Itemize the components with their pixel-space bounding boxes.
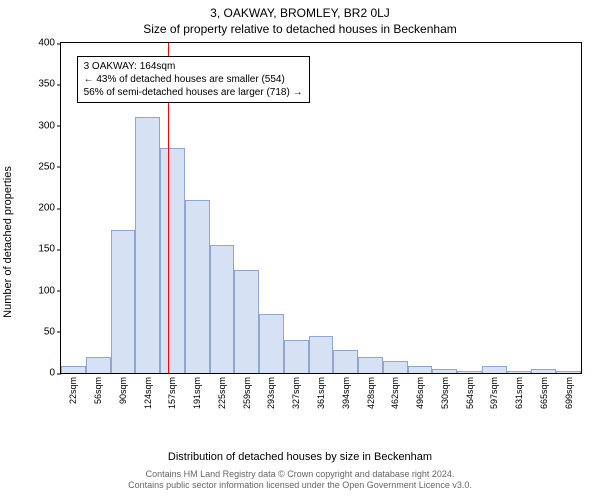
histogram-bar <box>259 314 284 373</box>
y-tick: 350 <box>38 79 61 90</box>
histogram-bar <box>358 357 383 374</box>
histogram-bar <box>333 350 358 373</box>
y-tick: 400 <box>38 38 61 49</box>
histogram-bar <box>185 200 210 373</box>
x-tick: 361sqm <box>316 373 326 409</box>
histogram-bar <box>284 340 309 373</box>
x-tick: 259sqm <box>242 373 252 409</box>
x-tick: 225sqm <box>217 373 227 409</box>
histogram-bar <box>482 366 507 373</box>
histogram-bar <box>432 369 457 373</box>
x-tick: 665sqm <box>539 373 549 409</box>
annotation-line: 3 OAKWAY: 164sqm <box>84 60 303 73</box>
chart-title: Size of property relative to detached ho… <box>143 22 457 36</box>
x-tick: 631sqm <box>514 373 524 409</box>
y-tick: 50 <box>44 326 61 337</box>
histogram-bar <box>86 357 111 374</box>
histogram-bar <box>234 270 259 373</box>
chart-area: Number of detached properties 0501001502… <box>0 36 600 449</box>
histogram-bar <box>556 371 581 373</box>
footer-line-2: Contains public sector information licen… <box>128 480 472 492</box>
plot-region: 05010015020025030035040022sqm56sqm90sqm1… <box>60 42 582 374</box>
y-tick: 0 <box>49 368 61 379</box>
chart-supertitle: 3, OAKWAY, BROMLEY, BR2 0LJ <box>210 6 390 20</box>
x-tick: 327sqm <box>291 373 301 409</box>
x-tick: 157sqm <box>167 373 177 409</box>
x-tick: 530sqm <box>440 373 450 409</box>
x-tick: 564sqm <box>465 373 475 409</box>
x-tick: 428sqm <box>366 373 376 409</box>
annotation-box: 3 OAKWAY: 164sqm← 43% of detached houses… <box>77 56 310 103</box>
histogram-bar <box>507 371 532 373</box>
y-tick: 150 <box>38 244 61 255</box>
x-tick: 496sqm <box>415 373 425 409</box>
x-tick: 699sqm <box>564 373 574 409</box>
histogram-bar <box>111 230 136 373</box>
histogram-bar <box>531 369 556 373</box>
annotation-line: ← 43% of detached houses are smaller (55… <box>84 73 303 86</box>
histogram-bar <box>408 366 433 373</box>
annotation-line: 56% of semi-detached houses are larger (… <box>84 86 303 99</box>
footer-line-1: Contains HM Land Registry data © Crown c… <box>128 469 472 481</box>
y-tick: 200 <box>38 203 61 214</box>
x-tick: 22sqm <box>68 373 78 404</box>
x-axis-label: Distribution of detached houses by size … <box>168 451 432 463</box>
y-axis-label: Number of detached properties <box>2 166 14 318</box>
histogram-bar <box>160 148 185 373</box>
chart-container: 3, OAKWAY, BROMLEY, BR2 0LJ Size of prop… <box>0 0 600 500</box>
histogram-bar <box>135 117 160 373</box>
x-tick: 56sqm <box>93 373 103 404</box>
histogram-bar <box>383 361 408 373</box>
histogram-bar <box>457 371 482 373</box>
x-tick: 597sqm <box>489 373 499 409</box>
y-tick: 100 <box>38 285 61 296</box>
footer-attribution: Contains HM Land Registry data © Crown c… <box>118 463 482 500</box>
x-tick: 90sqm <box>118 373 128 404</box>
y-tick: 300 <box>38 120 61 131</box>
histogram-bar <box>61 366 86 373</box>
x-tick: 124sqm <box>143 373 153 409</box>
x-tick: 462sqm <box>390 373 400 409</box>
x-tick: 191sqm <box>192 373 202 409</box>
histogram-bar <box>210 245 235 373</box>
histogram-bar <box>309 336 334 373</box>
y-tick: 250 <box>38 161 61 172</box>
x-tick: 394sqm <box>341 373 351 409</box>
x-tick: 293sqm <box>266 373 276 409</box>
